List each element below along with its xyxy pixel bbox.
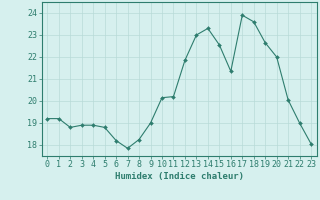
X-axis label: Humidex (Indice chaleur): Humidex (Indice chaleur) xyxy=(115,172,244,181)
